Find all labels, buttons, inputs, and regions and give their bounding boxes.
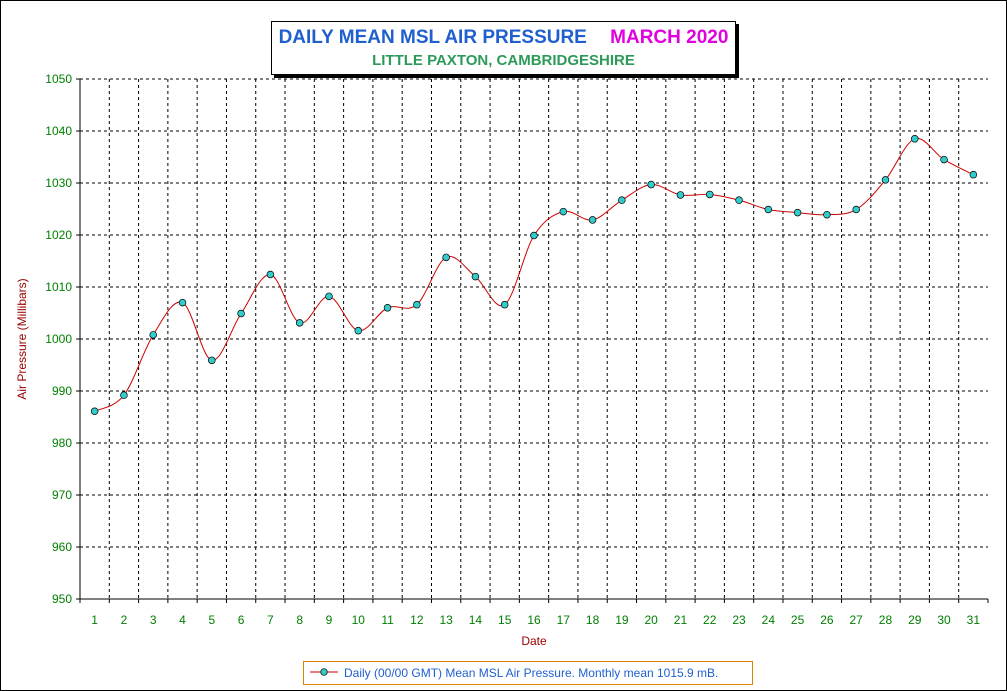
x-tick-labels: 1 2 3 4 5 6 7 8 9 10 11 12 13 14 15 16 17 18 19 20 21 22 23 24 2… (91, 613, 980, 627)
legend-label: Daily (00/00 GMT) Mean MSL Air Pressure.… (344, 666, 719, 680)
data-point (705, 190, 714, 199)
x-tick-label: 13 (439, 613, 453, 627)
data-point (647, 180, 655, 189)
data-point (940, 155, 948, 164)
x-tick-label: 5 (208, 613, 215, 627)
x-tick-label: 29 (908, 613, 922, 627)
x-tick-label: 4 (179, 613, 186, 627)
y-tick-label: 1040 (45, 124, 72, 138)
y-tick-label: 960 (52, 540, 72, 554)
data-point (823, 210, 831, 219)
legend: Daily (00/00 GMT) Mean MSL Air Pressure.… (303, 661, 753, 685)
data-point (911, 135, 919, 143)
y-tick-label: 970 (52, 488, 72, 502)
y-tick-label: 1050 (45, 72, 72, 86)
data-point (969, 170, 978, 179)
x-tick-label: 27 (850, 613, 864, 627)
series-layer (90, 135, 978, 416)
data-point (793, 208, 802, 217)
data-point (295, 319, 304, 327)
x-tick-label: 22 (703, 613, 717, 627)
y-tick-label: 1020 (45, 228, 72, 242)
data-point (471, 272, 480, 281)
y-axis-title: Air Pressure (Millibars) (15, 278, 29, 399)
x-tick-label: 8 (296, 613, 303, 627)
data-point (559, 207, 568, 216)
y-tick-label: 1010 (45, 280, 72, 294)
x-tick-label: 3 (150, 613, 157, 627)
grid-lines (76, 78, 989, 603)
data-point (354, 326, 363, 335)
chart-title-month: MARCH 2020 (610, 27, 729, 48)
data-point (178, 298, 187, 307)
x-tick-label: 20 (644, 613, 658, 627)
x-tick-label: 2 (121, 613, 128, 627)
x-tick-label: 1 (91, 613, 98, 627)
y-tick-label: 1030 (45, 176, 72, 190)
x-tick-label: 25 (791, 613, 805, 627)
x-tick-label: 18 (586, 613, 600, 627)
data-point (383, 304, 392, 312)
data-point (588, 216, 597, 224)
x-tick-label: 15 (498, 613, 512, 627)
x-tick-label: 14 (469, 613, 483, 627)
legend-swatch (310, 668, 338, 676)
x-tick-label: 16 (527, 613, 541, 627)
chart-title: DAILY MEAN MSL AIR PRESSURE (278, 27, 587, 48)
data-point (90, 407, 99, 416)
data-point (735, 196, 743, 204)
data-point (881, 176, 890, 184)
x-tick-label: 12 (410, 613, 424, 627)
data-point (149, 331, 157, 339)
chart-title-box: DAILY MEAN MSL AIR PRESSURE MARCH 2020 L… (271, 21, 736, 75)
x-tick-label: 10 (352, 613, 366, 627)
data-point (530, 231, 538, 240)
data-point (120, 391, 128, 399)
x-tick-label: 28 (879, 613, 893, 627)
data-point (764, 205, 773, 214)
data-point (208, 356, 216, 365)
title-line: DAILY MEAN MSL AIR PRESSURE MARCH 2020 (272, 27, 735, 49)
y-tick-label: 980 (52, 436, 72, 450)
x-tick-label: 6 (238, 613, 245, 627)
chart-subtitle: LITTLE PAXTON, CAMBRIDGESHIRE (372, 52, 635, 69)
x-tick-label: 31 (967, 613, 981, 627)
x-tick-label: 24 (762, 613, 776, 627)
data-point (618, 196, 626, 204)
y-tick-label: 990 (52, 384, 72, 398)
data-point (500, 300, 509, 309)
x-tick-label: 30 (937, 613, 951, 627)
data-point (442, 253, 450, 262)
x-tick-label: 7 (267, 613, 274, 627)
x-axis-title: Date (521, 634, 547, 648)
data-point (237, 309, 245, 318)
data-point (325, 292, 333, 301)
y-tick-label: 950 (52, 592, 72, 606)
x-tick-label: 23 (732, 613, 746, 627)
data-point (413, 300, 421, 309)
data-point (852, 205, 860, 214)
x-tick-label: 21 (674, 613, 688, 627)
data-point (266, 270, 275, 279)
x-tick-label: 17 (557, 613, 571, 627)
y-tick-label: 1000 (45, 332, 72, 346)
x-tick-label: 19 (615, 613, 629, 627)
x-tick-label: 9 (326, 613, 333, 627)
y-tick-labels: 950 960 970 980 990 1000 1010 1020 1030 1040 1050 (45, 72, 72, 606)
x-tick-label: 26 (820, 613, 834, 627)
x-tick-label: 11 (381, 613, 394, 627)
data-point (676, 191, 685, 199)
series-line (94, 137, 974, 412)
